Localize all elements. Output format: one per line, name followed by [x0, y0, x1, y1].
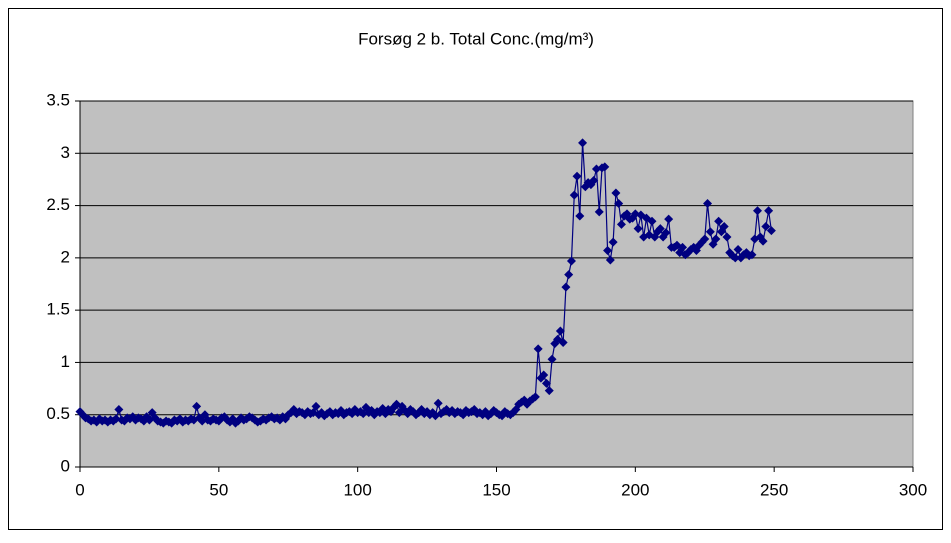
data-point	[616, 219, 626, 229]
data-point	[533, 344, 543, 354]
data-point	[764, 206, 774, 216]
x-tick-label: 100	[343, 480, 371, 499]
x-tick-label: 250	[760, 480, 788, 499]
x-tick-label: 50	[209, 480, 228, 499]
data-point	[747, 250, 757, 260]
data-point	[114, 404, 124, 414]
y-tick-label: 1.5	[46, 300, 70, 319]
data-point	[766, 226, 776, 236]
data-point	[700, 234, 710, 244]
data-point	[192, 401, 202, 411]
data-point	[730, 253, 740, 263]
data-point	[575, 211, 585, 221]
data-point	[433, 398, 443, 408]
data-point	[566, 256, 576, 266]
y-tick-label: 0.5	[46, 404, 70, 423]
data-point	[647, 216, 657, 226]
data-point	[564, 270, 574, 280]
data-point	[541, 378, 551, 388]
data-point	[561, 282, 571, 292]
data-point	[753, 206, 763, 216]
x-tick-label: 0	[75, 480, 84, 499]
data-point	[714, 216, 724, 226]
data-point	[722, 232, 732, 242]
data-point	[558, 338, 568, 348]
data-point	[555, 326, 565, 336]
y-tick-label: 2.5	[46, 195, 70, 214]
data-point	[661, 228, 671, 238]
data-point	[608, 237, 618, 247]
y-tick-label: 1	[61, 352, 70, 371]
data-point	[578, 138, 588, 148]
plot-area	[79, 100, 914, 468]
data-point	[544, 386, 554, 396]
chart-title: Forsøg 2 b. Total Conc.(mg/m³)	[358, 29, 594, 48]
y-tick-label: 3	[61, 143, 70, 162]
data-point	[655, 224, 665, 234]
data-point	[664, 214, 674, 224]
data-point	[758, 236, 768, 246]
data-point	[539, 370, 549, 380]
data-point	[594, 207, 604, 217]
x-tick-label: 200	[621, 480, 649, 499]
data-point	[733, 244, 743, 254]
data-point	[611, 188, 621, 198]
data-point	[111, 414, 121, 424]
data-point	[572, 171, 582, 181]
data-point	[605, 255, 615, 265]
x-tick-label: 150	[482, 480, 510, 499]
data-point	[633, 224, 643, 234]
data-point	[614, 198, 624, 208]
data-point	[678, 242, 688, 252]
data-point	[630, 209, 640, 219]
data-point	[197, 416, 207, 426]
y-tick-label: 0	[61, 456, 70, 475]
y-tick-label: 3.5	[46, 90, 70, 109]
data-point	[719, 221, 729, 231]
data-point	[311, 401, 321, 411]
data-point	[603, 246, 613, 256]
data-point	[358, 409, 368, 419]
data-point	[589, 175, 599, 185]
data-point	[547, 354, 557, 364]
x-tick-label: 300	[899, 480, 927, 499]
data-point	[761, 221, 771, 231]
data-point	[711, 234, 721, 244]
data-point	[530, 392, 540, 402]
y-tick-label: 2	[61, 247, 70, 266]
data-point	[703, 198, 713, 208]
data-point	[569, 190, 579, 200]
data-point	[505, 410, 515, 420]
data-point	[600, 162, 610, 172]
data-point	[591, 164, 601, 174]
data-point	[705, 227, 715, 237]
